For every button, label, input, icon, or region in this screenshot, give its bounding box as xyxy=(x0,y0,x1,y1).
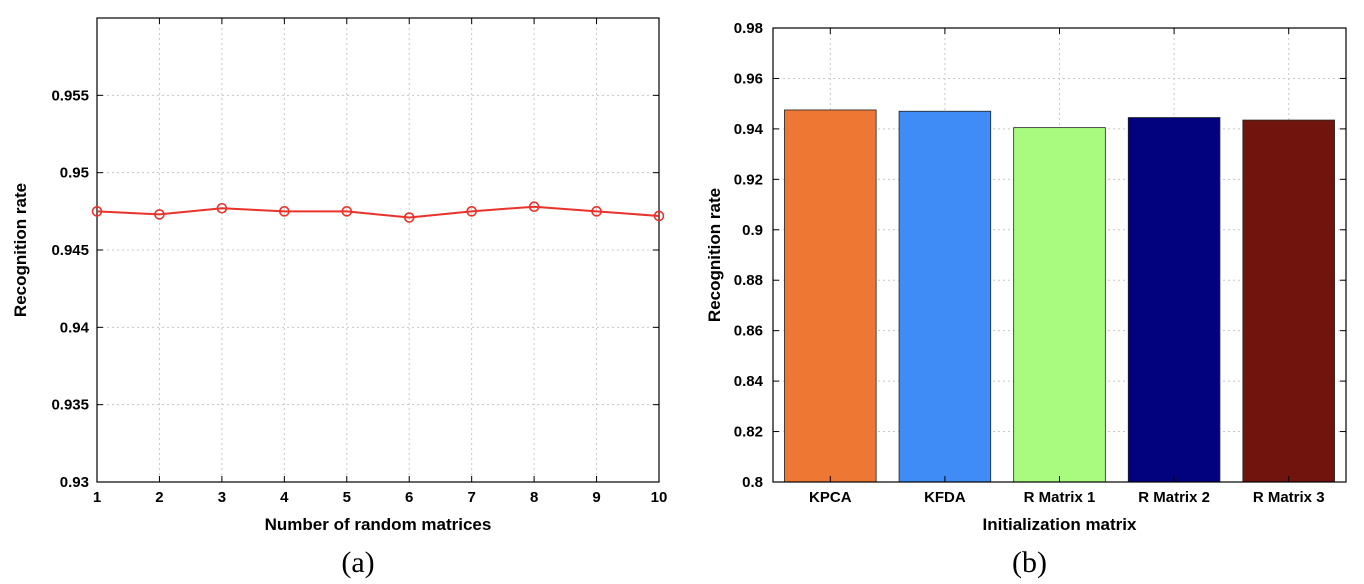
data-point-marker xyxy=(653,210,665,222)
y-tick-label: 0.945 xyxy=(51,242,89,259)
x-tick-label: 7 xyxy=(467,489,475,506)
y-tick-label: 0.96 xyxy=(734,70,763,87)
bars xyxy=(784,109,1335,483)
panel-caption: (a) xyxy=(341,546,374,579)
bar xyxy=(784,109,877,483)
y-tick-label: 0.93 xyxy=(60,474,89,491)
y-tick-label: 0.94 xyxy=(734,121,764,138)
y-tick-label: 0.82 xyxy=(734,424,763,441)
data-point-marker xyxy=(154,209,165,220)
x-tick-labels: KPCA KFDA R Matrix 1 R Matrix 2 R Matrix 3 xyxy=(809,489,1325,506)
y-tick-label: 0.935 xyxy=(51,397,89,414)
x-tick-label: 6 xyxy=(405,489,413,506)
y-tick-label: 0.9 xyxy=(742,222,763,239)
bar xyxy=(1127,117,1221,483)
bar xyxy=(898,110,992,483)
y-tick-label: 0.92 xyxy=(734,171,763,188)
x-tick-label: R Matrix 1 xyxy=(1024,489,1096,506)
x-tick-label: R Matrix 2 xyxy=(1138,489,1210,506)
x-tick-label: KPCA xyxy=(809,489,852,506)
bar xyxy=(1242,119,1335,483)
y-tick-labels: 0.8 0.82 0.84 0.86 0.88 0.9 0.92 0.94 0.96 0.98 xyxy=(734,20,764,491)
x-tick-label: 8 xyxy=(530,489,538,506)
x-tick-labels: 1 2 3 4 5 6 7 8 9 10 xyxy=(93,489,668,506)
bar-chart-panel: KPCA KFDA R Matrix 1 R Matrix 2 R Matrix 3 0… xyxy=(705,20,1347,579)
y-tick-label: 0.955 xyxy=(51,87,89,104)
y-axis-label: Recognition rate xyxy=(11,183,30,317)
line-series xyxy=(91,201,665,223)
x-axis-label: Number of random matrices xyxy=(265,515,492,534)
x-tick-label: KFDA xyxy=(924,489,966,506)
data-point-marker xyxy=(591,206,602,217)
data-point-marker xyxy=(279,206,290,217)
x-axis-label: Initialization matrix xyxy=(983,515,1138,534)
y-tick-label: 0.98 xyxy=(734,20,763,37)
plot-frame xyxy=(96,17,660,483)
x-tick-label: 2 xyxy=(155,489,163,506)
plot-frame xyxy=(772,27,1347,483)
x-tick-label: 5 xyxy=(343,489,351,506)
y-tick-label: 0.95 xyxy=(60,165,89,182)
x-tick-label: 3 xyxy=(218,489,226,506)
y-tick-label: 0.84 xyxy=(734,373,764,390)
data-point-marker xyxy=(216,202,228,214)
x-tick-label: 4 xyxy=(280,489,289,506)
x-tick-label: 9 xyxy=(592,489,600,506)
x-tick-label: 1 xyxy=(93,489,101,506)
y-tick-label: 0.8 xyxy=(742,474,763,491)
series-line xyxy=(96,205,660,219)
bar xyxy=(1013,127,1106,483)
data-point-marker xyxy=(466,206,477,217)
tick-marks xyxy=(96,18,660,483)
line-chart-panel: 1 2 3 4 5 6 7 8 9 10 0.930.9350.940.9450.950.955 … xyxy=(11,17,668,579)
panel-caption: (b) xyxy=(1012,546,1047,579)
x-tick-label: R Matrix 3 xyxy=(1253,489,1325,506)
y-axis-label: Recognition rate xyxy=(705,188,724,322)
data-point-marker xyxy=(91,206,103,217)
data-point-marker xyxy=(403,212,415,223)
x-tick-label: 10 xyxy=(651,489,668,506)
data-point-marker xyxy=(341,206,353,217)
y-tick-labels: 0.93 0.935 0.94 0.945 0.95 0.955 xyxy=(51,87,89,491)
y-tick-label: 0.94 xyxy=(60,319,90,336)
y-tick-label: 0.88 xyxy=(734,272,763,289)
data-point-marker xyxy=(528,201,540,212)
y-tick-label: 0.86 xyxy=(734,323,763,340)
grid-lines xyxy=(96,18,660,483)
